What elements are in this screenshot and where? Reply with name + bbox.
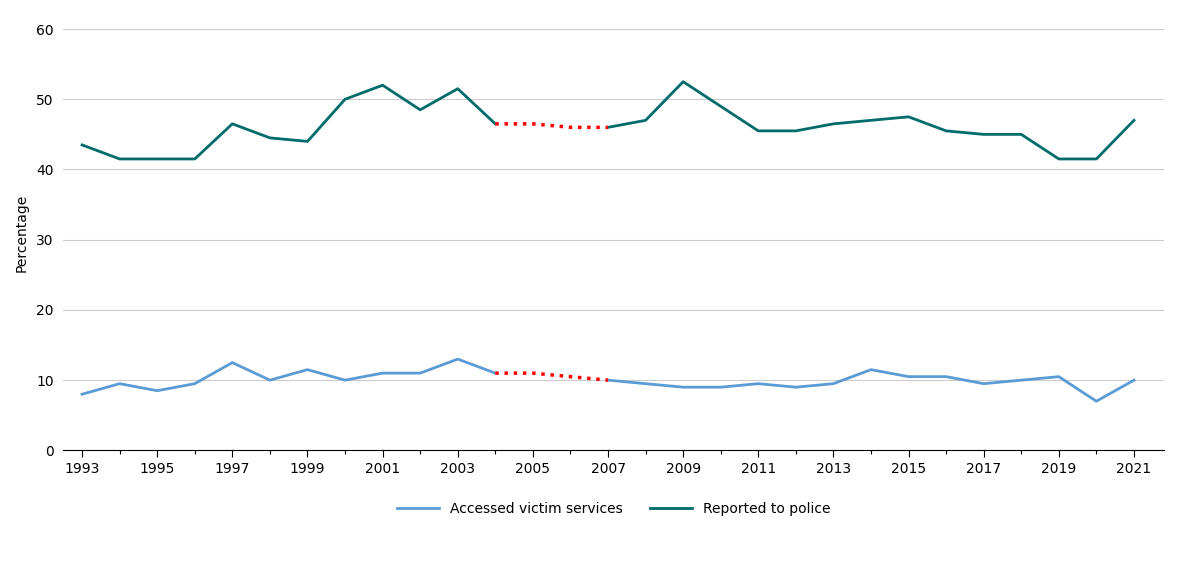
Legend: Accessed victim services, Reported to police: Accessed victim services, Reported to po… <box>391 497 836 522</box>
Y-axis label: Percentage: Percentage <box>15 194 29 272</box>
